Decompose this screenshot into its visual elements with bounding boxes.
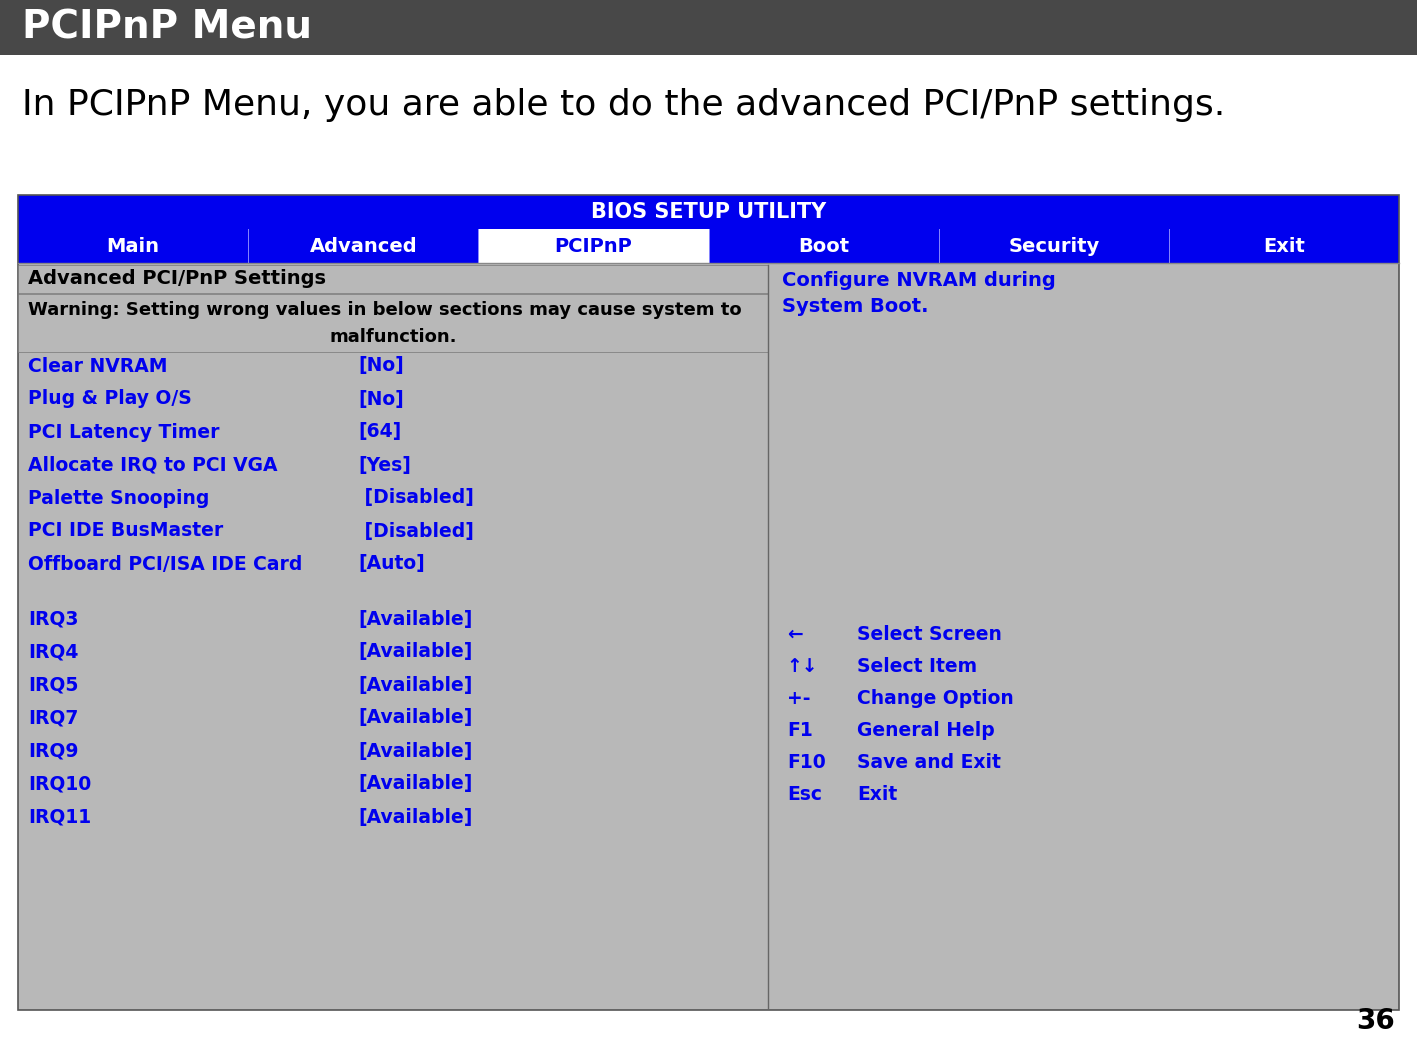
Bar bbox=[18, 195, 1399, 1010]
Text: BIOS SETUP UTILITY: BIOS SETUP UTILITY bbox=[591, 202, 826, 222]
Bar bbox=[18, 229, 1399, 263]
Text: Exit: Exit bbox=[1263, 237, 1305, 256]
Text: PCI Latency Timer: PCI Latency Timer bbox=[28, 423, 220, 442]
Bar bbox=[18, 263, 1399, 1010]
Text: Main: Main bbox=[106, 237, 160, 256]
Text: PCI IDE BusMaster: PCI IDE BusMaster bbox=[28, 522, 224, 540]
Text: IRQ7: IRQ7 bbox=[28, 709, 78, 727]
Text: Select Screen: Select Screen bbox=[857, 624, 1002, 643]
Text: Allocate IRQ to PCI VGA: Allocate IRQ to PCI VGA bbox=[28, 455, 278, 475]
Bar bbox=[0, 0, 1417, 55]
Bar bbox=[479, 229, 708, 263]
Text: Esc: Esc bbox=[786, 784, 822, 803]
Text: General Help: General Help bbox=[857, 720, 995, 740]
Text: Warning: Setting wrong values in below sections may cause system to: Warning: Setting wrong values in below s… bbox=[28, 301, 741, 319]
Text: [No]: [No] bbox=[359, 390, 404, 408]
Text: Clear NVRAM: Clear NVRAM bbox=[28, 356, 167, 375]
Text: Palette Snooping: Palette Snooping bbox=[28, 488, 210, 507]
Text: IRQ9: IRQ9 bbox=[28, 742, 78, 761]
Text: Security: Security bbox=[1007, 237, 1100, 256]
Text: Boot: Boot bbox=[798, 237, 849, 256]
Text: Select Item: Select Item bbox=[857, 657, 976, 675]
Text: [Yes]: [Yes] bbox=[359, 455, 411, 475]
Text: malfunction.: malfunction. bbox=[329, 328, 456, 346]
Text: [Available]: [Available] bbox=[359, 642, 472, 662]
Text: PCIPnP Menu: PCIPnP Menu bbox=[23, 8, 312, 47]
Text: IRQ10: IRQ10 bbox=[28, 774, 91, 794]
Text: Plug & Play O/S: Plug & Play O/S bbox=[28, 390, 191, 408]
Text: IRQ5: IRQ5 bbox=[28, 675, 78, 694]
Text: Change Option: Change Option bbox=[857, 689, 1013, 708]
Text: [64]: [64] bbox=[359, 423, 401, 442]
Bar bbox=[18, 195, 1399, 229]
Text: In PCIPnP Menu, you are able to do the advanced PCI/PnP settings.: In PCIPnP Menu, you are able to do the a… bbox=[23, 88, 1226, 122]
Text: IRQ3: IRQ3 bbox=[28, 610, 78, 629]
Text: ←: ← bbox=[786, 624, 802, 643]
Text: [Available]: [Available] bbox=[359, 675, 472, 694]
Text: [Auto]: [Auto] bbox=[359, 555, 425, 574]
Text: Advanced PCI/PnP Settings: Advanced PCI/PnP Settings bbox=[28, 269, 326, 289]
Text: Save and Exit: Save and Exit bbox=[857, 752, 1000, 772]
Bar bbox=[18, 294, 768, 352]
Text: [Available]: [Available] bbox=[359, 610, 472, 629]
Text: 36: 36 bbox=[1356, 1007, 1394, 1035]
Text: [Available]: [Available] bbox=[359, 709, 472, 727]
Bar bbox=[18, 265, 768, 293]
Text: +-: +- bbox=[786, 689, 811, 708]
Text: PCIPnP: PCIPnP bbox=[554, 237, 632, 256]
Text: [Available]: [Available] bbox=[359, 742, 472, 761]
Text: IRQ4: IRQ4 bbox=[28, 642, 78, 662]
Text: F10: F10 bbox=[786, 752, 826, 772]
Text: System Boot.: System Boot. bbox=[782, 297, 928, 317]
Text: Exit: Exit bbox=[857, 784, 897, 803]
Text: F1: F1 bbox=[786, 720, 812, 740]
Text: IRQ11: IRQ11 bbox=[28, 807, 91, 826]
Text: Configure NVRAM during: Configure NVRAM during bbox=[782, 271, 1056, 291]
Text: Advanced: Advanced bbox=[309, 237, 417, 256]
Text: [Disabled]: [Disabled] bbox=[359, 522, 473, 540]
Text: [Disabled]: [Disabled] bbox=[359, 488, 473, 507]
Text: [No]: [No] bbox=[359, 356, 404, 375]
Text: ↑↓: ↑↓ bbox=[786, 657, 819, 675]
Text: Offboard PCI/ISA IDE Card: Offboard PCI/ISA IDE Card bbox=[28, 555, 302, 574]
Text: [Available]: [Available] bbox=[359, 774, 472, 794]
Text: [Available]: [Available] bbox=[359, 807, 472, 826]
